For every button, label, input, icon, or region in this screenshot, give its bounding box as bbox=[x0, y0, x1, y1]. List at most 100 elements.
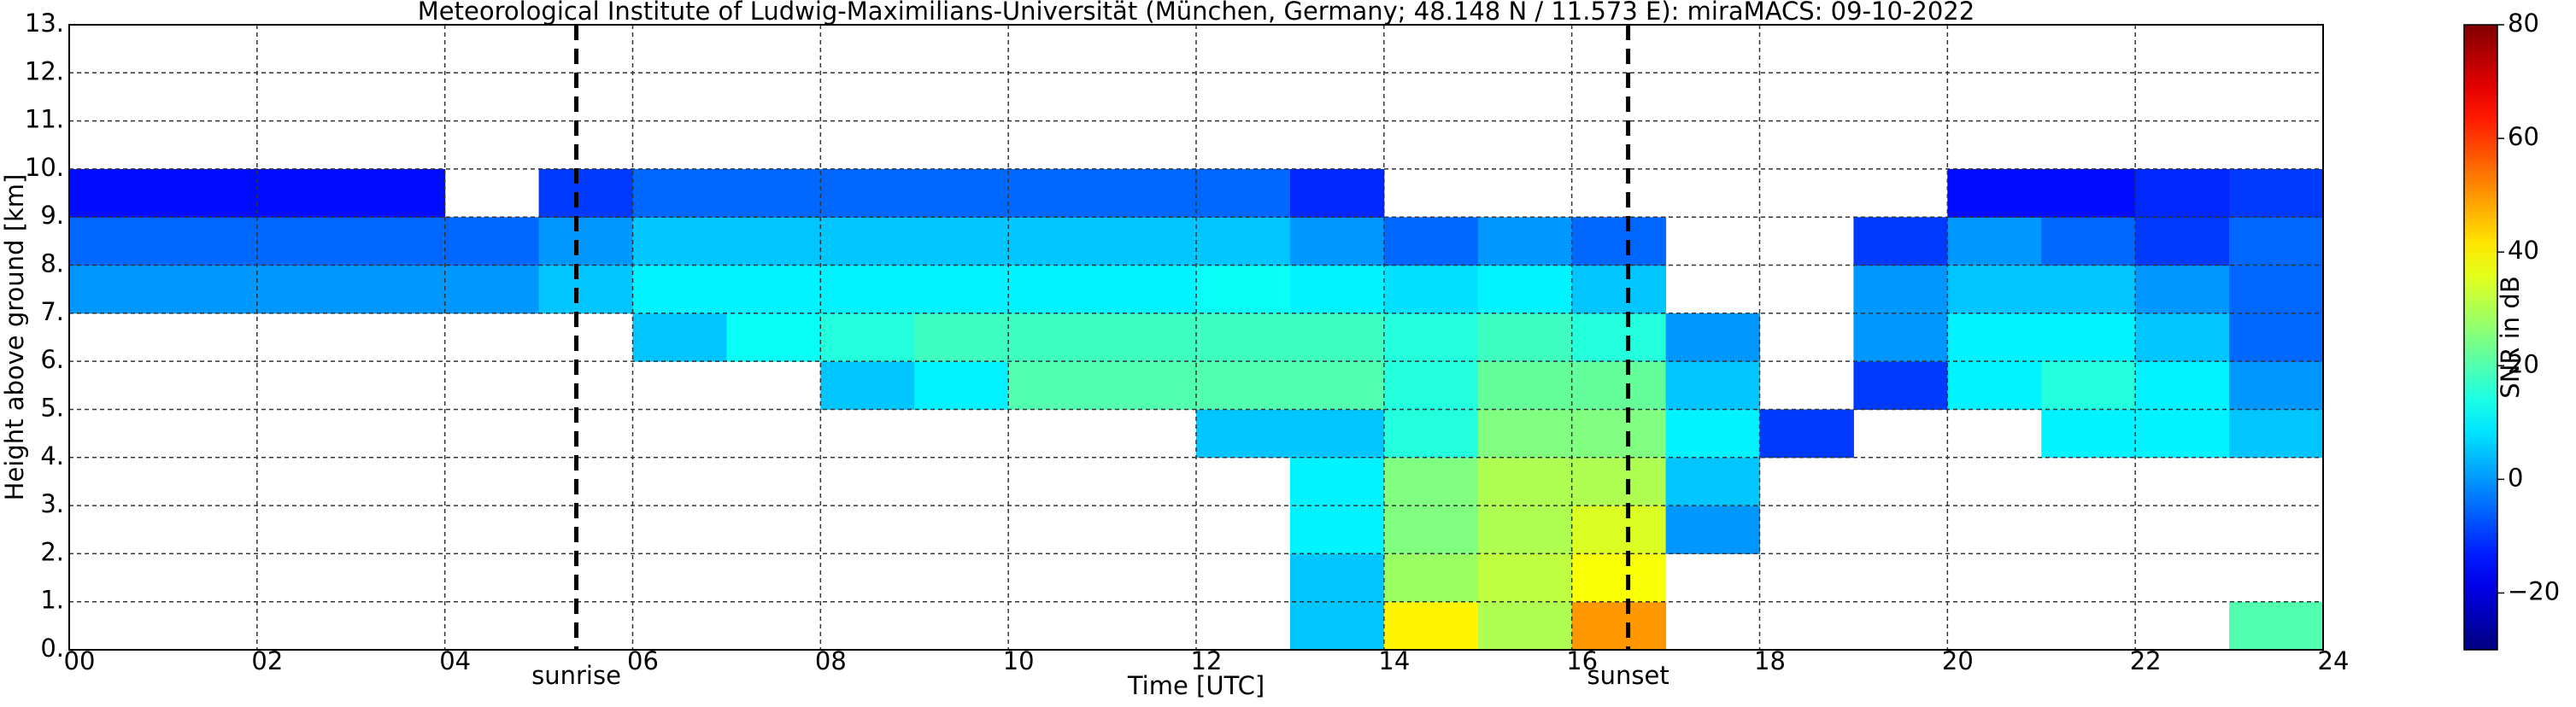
heatmap-cell bbox=[1102, 217, 1197, 266]
heatmap-cell bbox=[1383, 265, 1479, 314]
heatmap-cell bbox=[1947, 217, 2042, 266]
heatmap-cell bbox=[1102, 265, 1197, 314]
heatmap-cell bbox=[632, 168, 727, 218]
heatmap-cell bbox=[2041, 313, 2136, 362]
y-axis-label: Height above ground [km] bbox=[0, 174, 29, 501]
colorbar-tick-label: 0 bbox=[2508, 463, 2523, 492]
heatmap-cell bbox=[1196, 361, 1291, 410]
heatmap-cell bbox=[2041, 217, 2136, 266]
heatmap-cell bbox=[1383, 601, 1479, 651]
heatmap-cell bbox=[69, 265, 164, 314]
y-tick-label: 0. bbox=[40, 634, 64, 663]
y-tick-label: 13. bbox=[25, 9, 64, 38]
heatmap-cell bbox=[726, 217, 821, 266]
heatmap-cell bbox=[1477, 553, 1573, 603]
heatmap-cell bbox=[1947, 265, 2042, 314]
y-tick-label: 1. bbox=[40, 586, 64, 615]
heatmap-cell bbox=[632, 217, 727, 266]
heatmap-cell bbox=[1289, 553, 1385, 603]
heatmap-cell bbox=[1571, 409, 1667, 459]
heatmap-cell bbox=[820, 313, 915, 362]
x-tick-label: 22 bbox=[2130, 646, 2162, 675]
x-tick-label: 14 bbox=[1378, 646, 1410, 675]
heatmap-cell bbox=[726, 313, 821, 362]
y-tick-label: 2. bbox=[40, 537, 64, 566]
x-tick-label: 20 bbox=[1942, 646, 1974, 675]
heatmap-cell bbox=[1665, 457, 1760, 506]
heatmap-cell bbox=[444, 265, 540, 314]
heatmap-cell bbox=[2229, 168, 2324, 218]
x-tick-label: 16 bbox=[1566, 646, 1598, 675]
heatmap-cell bbox=[1665, 409, 1760, 459]
x-tick-label: 06 bbox=[627, 646, 659, 675]
heatmap-cell bbox=[69, 217, 164, 266]
x-tick-label: 18 bbox=[1754, 646, 1786, 675]
heatmap-cell bbox=[2135, 217, 2230, 266]
heatmap-cell bbox=[1383, 553, 1479, 603]
plot-frame bbox=[68, 24, 2324, 651]
heatmap-cell bbox=[1383, 409, 1479, 459]
heatmap-cell bbox=[1196, 313, 1291, 362]
y-tick-label: 9. bbox=[40, 201, 64, 230]
heatmap-cell bbox=[69, 168, 164, 218]
heatmap-cell bbox=[1759, 409, 1854, 459]
heatmap bbox=[69, 168, 2324, 651]
heatmap-cell bbox=[2229, 361, 2324, 410]
heatmap-cell bbox=[632, 265, 727, 314]
heatmap-cell bbox=[1102, 168, 1197, 218]
heatmap-cell bbox=[1477, 409, 1573, 459]
heatmap-cell bbox=[2229, 265, 2324, 314]
heatmap-cell bbox=[162, 265, 258, 314]
heatmap-cell bbox=[1571, 505, 1667, 554]
heatmap-cell bbox=[1477, 505, 1573, 554]
x-tick-label: 02 bbox=[251, 646, 283, 675]
y-tick-label: 6. bbox=[40, 345, 64, 374]
x-tick-label: 12 bbox=[1191, 646, 1223, 675]
heatmap-cell bbox=[914, 361, 1009, 410]
heatmap-cell bbox=[1289, 313, 1385, 362]
heatmap-cell bbox=[1289, 265, 1385, 314]
heatmap-cell bbox=[2135, 313, 2230, 362]
chart-title: Meteorological Institute of Ludwig-Maxim… bbox=[418, 0, 1975, 26]
heatmap-cell bbox=[1008, 313, 1103, 362]
heatmap-cell bbox=[1383, 457, 1479, 506]
heatmap-cell bbox=[1383, 361, 1479, 410]
heatmap-cell bbox=[1289, 217, 1385, 266]
heatmap-cell bbox=[1571, 265, 1667, 314]
heatmap-cell bbox=[1008, 168, 1103, 218]
heatmap-cell bbox=[914, 168, 1009, 218]
heatmap-cell bbox=[1477, 601, 1573, 651]
y-tick-label: 5. bbox=[40, 393, 64, 422]
heatmap-cell bbox=[2229, 601, 2324, 651]
colorbar-tick-label: 40 bbox=[2508, 236, 2539, 265]
heatmap-cell bbox=[1102, 313, 1197, 362]
colorbar-label: SNR in dB bbox=[2496, 276, 2525, 398]
heatmap-cell bbox=[1571, 457, 1667, 506]
heatmap-cell bbox=[1477, 361, 1573, 410]
heatmap-cell bbox=[1289, 601, 1385, 651]
y-tick-label: 3. bbox=[40, 489, 64, 518]
heatmap-cell bbox=[1477, 457, 1573, 506]
annotation-label: sunrise bbox=[531, 661, 621, 690]
heatmap-cell bbox=[2041, 409, 2136, 459]
heatmap-cell bbox=[256, 265, 352, 314]
y-tick-label: 4. bbox=[40, 441, 64, 470]
heatmap-cell bbox=[1196, 217, 1291, 266]
colorbar bbox=[2463, 24, 2498, 651]
heatmap-cell bbox=[1008, 265, 1103, 314]
heatmap-cell bbox=[1477, 217, 1573, 266]
heatmap-cell bbox=[1853, 217, 1948, 266]
heatmap-cell bbox=[1665, 505, 1760, 554]
heatmap-cell bbox=[1196, 168, 1291, 218]
heatmap-cell bbox=[2229, 409, 2324, 459]
heatmap-cell bbox=[1383, 217, 1479, 266]
heatmap-cell bbox=[1102, 361, 1197, 410]
heatmap-cell bbox=[2135, 265, 2230, 314]
heatmap-cell bbox=[2229, 217, 2324, 266]
heatmap-cell bbox=[538, 217, 633, 266]
heatmap-cell bbox=[726, 265, 821, 314]
heatmap-cell bbox=[2229, 313, 2324, 362]
heatmap-cell bbox=[1477, 265, 1573, 314]
